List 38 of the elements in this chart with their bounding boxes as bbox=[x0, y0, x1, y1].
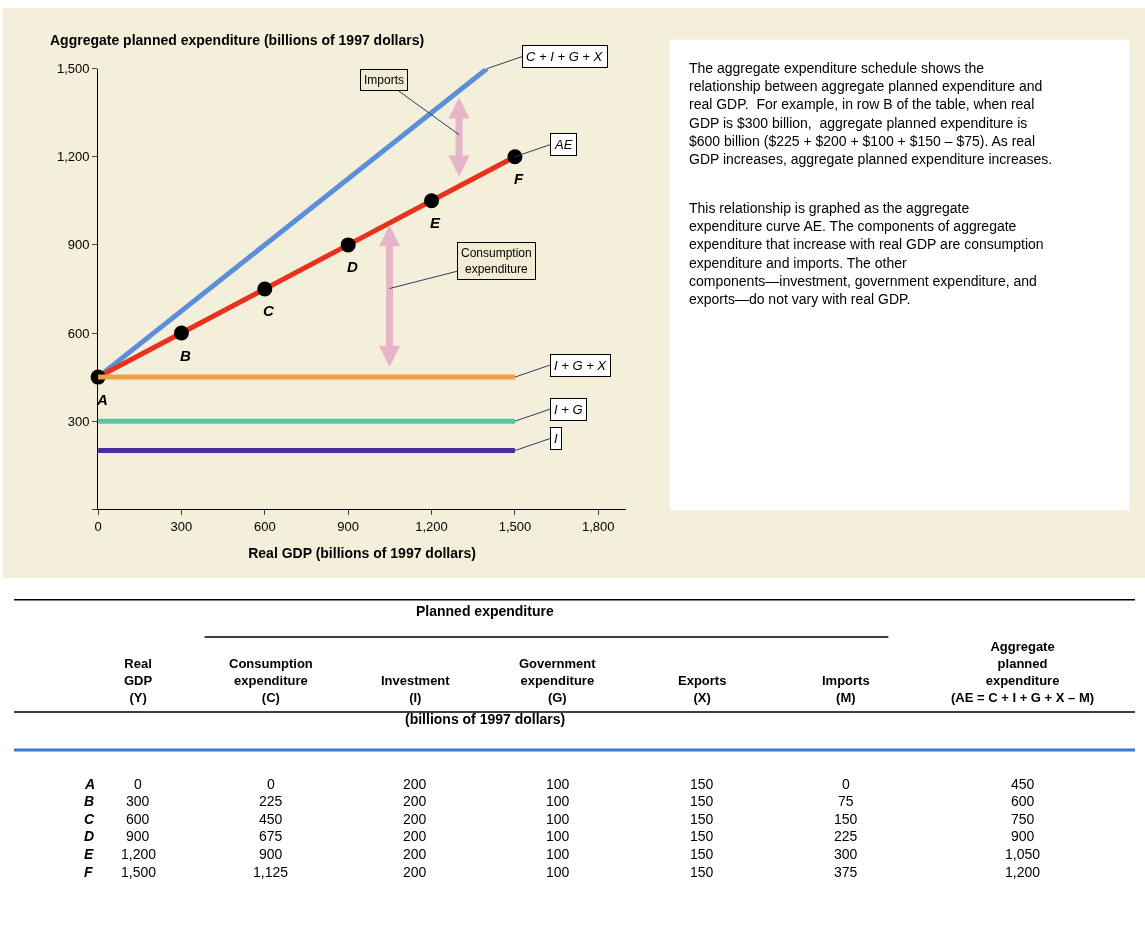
annotation: B bbox=[180, 347, 191, 364]
x-tick-label: 1,800 bbox=[582, 518, 615, 534]
text: C + I + G + X bbox=[526, 49, 604, 64]
annotation: Consumption expenditure bbox=[461, 246, 532, 276]
x-axis-title: Real GDP (billions of 1997 dollars) bbox=[248, 545, 476, 562]
y-tick-label: 1,200 bbox=[56, 149, 90, 165]
text: Planned expenditure bbox=[416, 603, 554, 619]
annotation: F bbox=[514, 170, 524, 187]
x-tick-label: 300 bbox=[170, 518, 193, 534]
text: D 900 675 200 100 150 225 900 bbox=[84, 828, 1035, 844]
annotation: E bbox=[430, 214, 441, 231]
text: E 1,200 900 200 100 150 300 1,050 bbox=[84, 846, 1041, 862]
x-tick-label: 600 bbox=[253, 518, 276, 534]
annotation: A bbox=[96, 391, 108, 408]
y-tick-label: 900 bbox=[67, 237, 90, 253]
text: AE bbox=[554, 137, 573, 152]
text: I bbox=[554, 431, 558, 446]
text: C 600 450 200 100 150 150 750 bbox=[84, 811, 1035, 827]
text: A 0 0 200 100 150 0 450 bbox=[85, 776, 1035, 792]
x-tick-label: 1,200 bbox=[415, 518, 448, 534]
y-tick-label: 600 bbox=[67, 325, 90, 341]
text: F 1,500 1,125 200 100 150 375 1,200 bbox=[84, 864, 1041, 880]
y-axis-title: Aggregate planned expenditure (billions of 1997 dollars) bbox=[50, 32, 425, 48]
text: This relationship is graphed as the aggregate expenditure curve AE. The components of aggregate expenditure that increase with real GDP are consumption expenditure and imports. The other components—investment, government expenditure, and exports—do not vary with real GDP. bbox=[689, 200, 1044, 307]
x-tick-label: 1,500 bbox=[498, 518, 532, 534]
text: Real GDP (Y) Consumption expenditure (C) Investment (I) Government expenditure (G) Exports (X) Imports (M) Aggregate planned expenditure (AE = C + I + G + X – M) bbox=[124, 639, 1095, 705]
text: I + G bbox=[554, 402, 583, 417]
annotation: C bbox=[263, 302, 275, 319]
annotation: Imports bbox=[364, 73, 405, 87]
x-tick-label: 0 bbox=[94, 518, 102, 534]
y-tick-label: 1,500 bbox=[56, 61, 90, 77]
text: (billions of 1997 dollars) bbox=[405, 711, 566, 727]
y-tick-label: 300 bbox=[67, 413, 90, 429]
text: B 300 225 200 100 150 75 600 bbox=[84, 793, 1035, 809]
annotation: D bbox=[347, 258, 358, 275]
x-tick-label: 900 bbox=[337, 518, 360, 534]
text: The aggregate expenditure schedule shows the relationship between aggregate planned expenditure and real GDP. For example, in row B of the table, when real GDP is $300 billion, aggregate planned expenditure is $600 billion ($225 + $200 + $100 + $150 – $75). As real GDP increases, aggregate planned expenditure increases. bbox=[689, 60, 1053, 167]
text: I + G + X bbox=[554, 358, 608, 373]
